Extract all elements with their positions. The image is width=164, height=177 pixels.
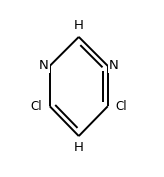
Text: H: H — [74, 19, 84, 32]
Text: N: N — [109, 59, 118, 72]
Text: N: N — [39, 59, 49, 72]
Text: H: H — [74, 141, 84, 154]
Text: Cl: Cl — [116, 100, 127, 113]
Text: Cl: Cl — [30, 100, 42, 113]
